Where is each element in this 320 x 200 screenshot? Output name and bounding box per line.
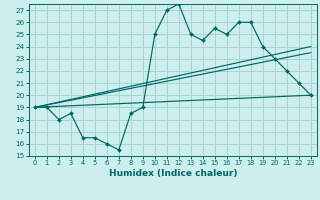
X-axis label: Humidex (Indice chaleur): Humidex (Indice chaleur) [108, 169, 237, 178]
